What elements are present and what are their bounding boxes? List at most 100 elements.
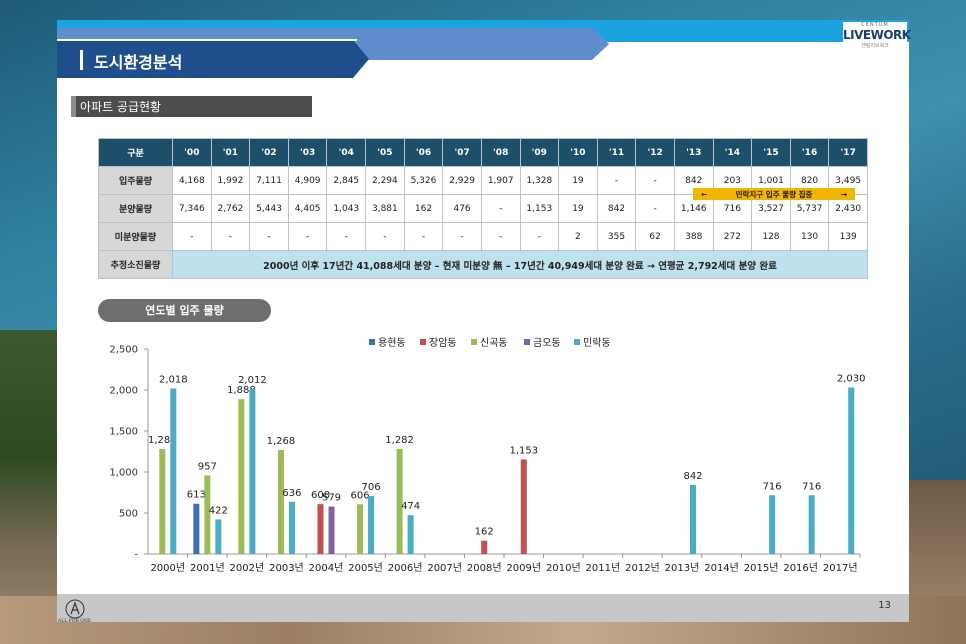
table-row: 입주물량 4,168 1,992 7,111 4,909 2,845 2,294 5,326 2…	[97, 166, 868, 195]
bar-민락동	[215, 519, 222, 554]
x-tick-label: 2011년	[586, 562, 621, 574]
legend-swatch	[471, 339, 477, 345]
arrow-right-icon: →	[840, 189, 847, 199]
legend-label: 민락동	[583, 337, 611, 349]
x-tick-label: 2002년	[230, 562, 265, 574]
bar-신곡동	[357, 504, 364, 554]
data-label: 2,030	[837, 374, 866, 385]
legend-swatch	[420, 339, 426, 345]
table-cell: -	[596, 166, 637, 195]
legend-swatch	[574, 339, 580, 345]
summary-text: 2000년 이후 17년간 41,088세대 분양 – 현재 미분양 無 – 1…	[172, 250, 868, 279]
table-cell: -	[287, 222, 328, 251]
data-label: 2,018	[159, 375, 188, 386]
x-tick-label: 2010년	[546, 562, 581, 574]
data-label: 706	[362, 482, 381, 493]
chart-title-pill: 연도별 입주 물량	[98, 299, 271, 322]
table-cell: 2,845	[326, 166, 367, 195]
y-tick-label: 1,500	[109, 427, 138, 438]
table-cell: -	[365, 222, 405, 251]
x-tick-label: 2008년	[467, 562, 502, 574]
data-label: 579	[322, 493, 341, 504]
x-tick-label: 2012년	[625, 562, 660, 574]
bar-민락동	[368, 496, 375, 554]
bar-장암동	[317, 504, 324, 554]
table-row: 분양물량 7,346 2,762 5,443 4,405 1,043 3,881 162 476…	[97, 194, 868, 223]
bar-민락동	[808, 495, 815, 554]
table-cell: 19	[558, 194, 598, 223]
supply-table: 구분 '00'01'02'03'04'05'06'07'08'09'10'11'1…	[97, 138, 868, 279]
y-tick-label: -	[134, 550, 138, 561]
table-header-year: '03	[287, 138, 328, 167]
section-label: 아파트 공급현황	[71, 96, 312, 117]
bar-금오동	[328, 506, 335, 554]
data-label: 474	[401, 501, 420, 512]
table-cell: 7,111	[249, 166, 289, 195]
x-tick-label: 2004년	[309, 562, 344, 574]
x-tick-label: 2001년	[190, 562, 225, 574]
table-cell: 4,168	[172, 166, 212, 195]
table-cell: 19	[558, 166, 598, 195]
bar-민락동	[288, 501, 295, 554]
company-logo-text: ALL FOR ONE	[58, 619, 92, 624]
x-tick-label: 2007년	[427, 562, 462, 574]
table-cell: 2,762	[210, 194, 251, 223]
legend-swatch	[524, 339, 530, 345]
bar-장암동	[481, 540, 488, 554]
table-cell: 3,881	[365, 194, 405, 223]
table-header-year: '14	[712, 138, 753, 167]
bar-민락동	[690, 484, 696, 554]
bar-민락동	[769, 495, 776, 554]
logo-wordmark: LIVEWORK	[843, 28, 911, 42]
row-label: 분양물량	[97, 194, 174, 223]
table-cell: -	[519, 222, 560, 251]
x-tick-label: 2014년	[704, 562, 739, 574]
header-divider	[57, 39, 357, 41]
page-number: 13	[878, 600, 891, 611]
section-accent	[71, 96, 76, 117]
bar-chart: - 500 1,000 1,500 2,000 2,500 2000년 2001년 2002년 2…	[109, 337, 866, 574]
data-label: 1,282	[385, 435, 414, 446]
legend-label: 장암동	[429, 337, 457, 349]
table-cell: 355	[596, 222, 637, 251]
table-cell: -	[210, 222, 251, 251]
data-label: 1,153	[509, 445, 538, 456]
table-cell: 272	[712, 222, 753, 251]
bar-신곡동	[238, 399, 245, 554]
table-header-year: '17	[828, 138, 868, 167]
table-header-year: '07	[442, 138, 482, 167]
x-tick-label: 2006년	[388, 562, 423, 574]
table-header-year: '16	[789, 138, 830, 167]
bar-신곡동	[396, 448, 403, 554]
y-tick-label: 2,000	[109, 386, 138, 397]
table-cell: 130	[789, 222, 830, 251]
table-cell: 2,929	[442, 166, 482, 195]
table-cell: -	[249, 222, 289, 251]
table-header-year: '05	[365, 138, 405, 167]
y-tick-label: 500	[119, 509, 138, 520]
table-cell: 4,405	[287, 194, 328, 223]
x-tick-label: 2017년	[823, 562, 858, 574]
table-header-year: '02	[249, 138, 289, 167]
x-tick-label: 2015년	[744, 562, 779, 574]
company-logo-icon	[65, 599, 85, 619]
legend-swatch	[369, 339, 375, 345]
table-cell: 7,346	[172, 194, 212, 223]
table-cell: 1,907	[480, 166, 521, 195]
table-header-year: '08	[480, 138, 521, 167]
summary-label: 추정소진물량	[97, 250, 174, 279]
table-cell: -	[635, 166, 675, 195]
table-cell: 1,992	[210, 166, 251, 195]
bar-신곡동	[277, 450, 284, 554]
table-cell: -	[172, 222, 212, 251]
footer-bar: 13	[57, 594, 909, 622]
arrow-left-icon: ←	[701, 189, 708, 199]
table-header-label: 구분	[97, 138, 174, 167]
table-cell: 2	[558, 222, 598, 251]
table-cell: 1,153	[519, 194, 560, 223]
table-cell: -	[480, 222, 521, 251]
header-band-dark	[57, 40, 369, 78]
concentration-callout: ← 민락지구 입주 물량 집중 →	[693, 188, 855, 200]
bar-민락동	[407, 515, 414, 554]
table-cell: 2,294	[365, 166, 405, 195]
